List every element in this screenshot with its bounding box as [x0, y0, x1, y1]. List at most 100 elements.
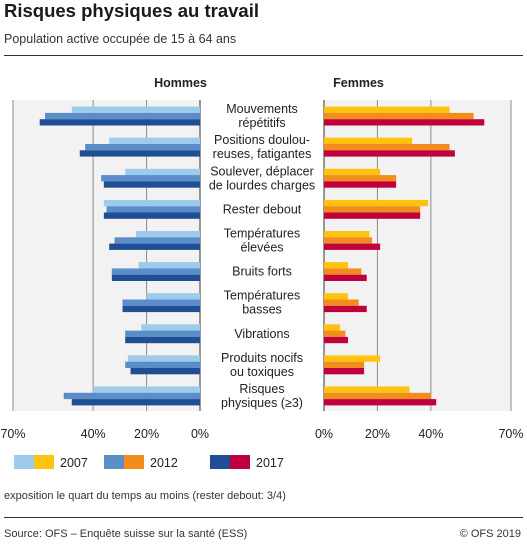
category-label: ou toxiques — [230, 365, 294, 379]
bar-hommes-2017 — [71, 399, 201, 406]
bar-hommes-2017 — [109, 243, 200, 250]
hommes-tick-label: 20% — [134, 427, 159, 441]
bar-femmes-2017 — [324, 212, 421, 219]
bar-femmes-2012 — [324, 299, 359, 306]
legend-swatch-hommes-2017 — [210, 455, 230, 469]
bar-femmes-2007 — [324, 231, 370, 238]
bar-hommes-2007 — [103, 199, 200, 207]
category-label: Températures — [224, 226, 300, 240]
bar-femmes-2017 — [324, 150, 455, 157]
legend-label: 2017 — [256, 456, 284, 470]
bar-hommes-2012 — [125, 361, 200, 368]
bar-femmes-2017 — [324, 181, 397, 188]
bar-hommes-2007 — [138, 262, 200, 269]
bar-femmes-2017 — [324, 305, 367, 313]
femmes-tick-label: 70% — [498, 427, 523, 441]
bar-femmes-2017 — [324, 119, 485, 126]
bar-femmes-2012 — [324, 392, 431, 400]
bar-femmes-2007 — [324, 106, 450, 113]
bar-hommes-2007 — [135, 231, 200, 238]
category-label: Produits nocifs — [221, 351, 303, 365]
femmes-tick-label: 40% — [418, 427, 443, 441]
category-label: Températures — [224, 289, 300, 303]
bar-hommes-2012 — [106, 206, 200, 213]
bar-hommes-2007 — [125, 168, 200, 176]
header-divider — [4, 55, 523, 56]
category-label: Mouvements — [226, 102, 298, 116]
bar-hommes-2007 — [127, 355, 200, 362]
legend-swatch-hommes-2007 — [14, 455, 34, 469]
source-note: Source: OFS – Enquête suisse sur la sant… — [4, 528, 248, 540]
legend-label: 2012 — [150, 456, 178, 470]
bar-femmes-2017 — [324, 243, 381, 250]
hommes-tick-label: 0% — [191, 427, 209, 441]
bar-hommes-2017 — [103, 181, 200, 188]
footnote: exposition le quart du temps au moins (r… — [4, 490, 286, 502]
legend-swatch-femmes-2017 — [230, 455, 250, 469]
bar-femmes-2007 — [324, 137, 413, 144]
footer-divider — [4, 517, 523, 518]
bar-femmes-2017 — [324, 399, 437, 406]
bar-femmes-2007 — [324, 324, 341, 331]
bar-femmes-2017 — [324, 368, 365, 375]
bar-hommes-2012 — [111, 268, 200, 275]
bar-femmes-2007 — [324, 262, 349, 269]
category-label: de lourdes charges — [209, 178, 315, 192]
bar-hommes-2007 — [71, 106, 201, 113]
bar-femmes-2012 — [324, 268, 362, 275]
bar-femmes-2017 — [324, 274, 367, 281]
bar-hommes-2017 — [111, 274, 200, 281]
bar-hommes-2012 — [63, 392, 200, 400]
bar-femmes-2007 — [324, 168, 381, 176]
femmes-tick-label: 20% — [365, 427, 390, 441]
bar-hommes-2017 — [39, 119, 200, 126]
category-label: Positions doulou- — [214, 133, 310, 147]
bar-femmes-2012 — [324, 237, 373, 244]
hommes-tick-label: 40% — [81, 427, 106, 441]
bar-hommes-2012 — [114, 237, 200, 244]
copyright: © OFS 2019 — [459, 528, 521, 540]
category-label: Risques — [239, 382, 284, 396]
category-label: basses — [242, 303, 282, 317]
category-label: élevées — [240, 240, 283, 254]
bar-hommes-2017 — [125, 336, 200, 344]
category-label: Vibrations — [234, 327, 289, 341]
category-label: Bruits forts — [232, 265, 292, 279]
bar-femmes-2007 — [324, 386, 410, 393]
legend-label: 2007 — [60, 456, 88, 470]
bar-femmes-2012 — [324, 330, 346, 337]
bar-femmes-2017 — [324, 336, 349, 344]
legend-swatch-femmes-2012 — [124, 455, 144, 469]
category-label: reuses, fatigantes — [213, 147, 312, 161]
bar-hommes-2012 — [101, 175, 200, 182]
bar-femmes-2007 — [324, 199, 429, 207]
hommes-panel-label: Hommes — [154, 76, 207, 90]
bar-hommes-2007 — [93, 386, 200, 393]
chart-title: Risques physiques au travail — [4, 0, 259, 21]
bar-femmes-2012 — [324, 206, 421, 213]
bar-hommes-2017 — [122, 305, 200, 313]
category-label: Rester debout — [223, 202, 302, 216]
bar-hommes-2012 — [45, 112, 200, 120]
category-label: Soulever, déplacer — [210, 164, 314, 178]
bar-femmes-2012 — [324, 112, 474, 120]
bar-hommes-2017 — [79, 150, 200, 157]
category-label: physiques (≥3) — [221, 396, 303, 410]
bar-femmes-2012 — [324, 175, 397, 182]
bar-femmes-2007 — [324, 355, 381, 362]
femmes-panel-label: Femmes — [333, 76, 384, 90]
bar-hommes-2017 — [130, 368, 200, 375]
bar-femmes-2012 — [324, 361, 365, 368]
legend-swatch-hommes-2012 — [104, 455, 124, 469]
category-label: répétitifs — [238, 116, 285, 130]
chart-subtitle: Population active occupée de 15 à 64 ans — [4, 32, 237, 46]
bar-hommes-2007 — [146, 293, 200, 300]
bar-femmes-2012 — [324, 144, 450, 151]
bar-hommes-2012 — [122, 299, 200, 306]
bar-hommes-2007 — [141, 324, 200, 331]
bar-hommes-2017 — [103, 212, 200, 219]
hommes-tick-label: 70% — [0, 427, 25, 441]
legend-swatch-femmes-2007 — [34, 455, 54, 469]
femmes-tick-label: 0% — [315, 427, 333, 441]
